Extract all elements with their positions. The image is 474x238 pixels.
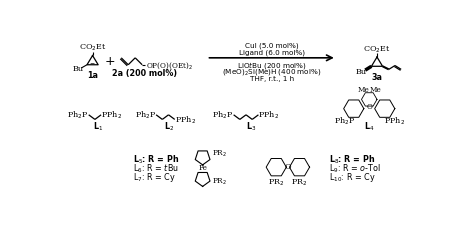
Text: L$_{10}$: R = Cy: L$_{10}$: R = Cy	[329, 171, 375, 184]
Text: Ph$_2$P: Ph$_2$P	[67, 110, 89, 121]
Text: $-$: $-$	[89, 60, 96, 65]
Text: L$_7$: R = Cy: L$_7$: R = Cy	[133, 171, 176, 184]
Text: PR$_2$: PR$_2$	[212, 149, 227, 159]
Text: LiO$t$Bu (200 mol%): LiO$t$Bu (200 mol%)	[237, 60, 307, 71]
Text: Bu: Bu	[356, 69, 367, 76]
Text: 1a: 1a	[87, 71, 98, 80]
Text: L$_3$: L$_3$	[246, 121, 256, 133]
Text: Me: Me	[357, 86, 369, 94]
Text: Ligand (6.0 mol%): Ligand (6.0 mol%)	[238, 49, 305, 56]
Text: PR$_2$: PR$_2$	[291, 177, 308, 188]
Text: OP(O)(OEt)$_2$: OP(O)(OEt)$_2$	[146, 60, 193, 71]
Text: L$_9$: R = $o$-Tol: L$_9$: R = $o$-Tol	[329, 163, 381, 175]
Text: 2a (200 mol%): 2a (200 mol%)	[112, 69, 177, 78]
Text: PPh$_2$: PPh$_2$	[175, 114, 196, 126]
Text: L$_5$: R = Ph: L$_5$: R = Ph	[133, 154, 179, 166]
Text: Ph$_2$P: Ph$_2$P	[212, 110, 234, 121]
Text: PPh$_2$: PPh$_2$	[383, 115, 405, 127]
Text: CO$_2$Et: CO$_2$Et	[79, 43, 106, 53]
Text: CO$_2$Et: CO$_2$Et	[363, 44, 391, 55]
Text: +: +	[105, 55, 116, 68]
Text: L$_1$: L$_1$	[93, 121, 103, 133]
Text: Me: Me	[370, 86, 381, 94]
Text: 3a: 3a	[372, 73, 383, 82]
Text: L$_4$: L$_4$	[364, 121, 374, 133]
Text: PPh$_2$: PPh$_2$	[101, 110, 122, 121]
Text: O: O	[366, 103, 372, 111]
Text: O: O	[284, 163, 291, 171]
Text: Ph$_2$P: Ph$_2$P	[334, 115, 355, 127]
Text: L$_8$: R = Ph: L$_8$: R = Ph	[329, 154, 375, 166]
Text: L$_6$: R = $t$Bu: L$_6$: R = $t$Bu	[133, 163, 179, 175]
Text: Ph$_2$P: Ph$_2$P	[135, 110, 156, 121]
Text: PPh$_2$: PPh$_2$	[258, 110, 280, 121]
Text: CuI (5.0 mol%): CuI (5.0 mol%)	[245, 42, 299, 49]
Text: Bu: Bu	[72, 65, 83, 73]
Text: L$_2$: L$_2$	[164, 121, 174, 133]
Text: PR$_2$: PR$_2$	[268, 177, 284, 188]
Text: PR$_2$: PR$_2$	[212, 177, 227, 187]
Text: (MeO)$_2$Si(Me)H (400 mol%): (MeO)$_2$Si(Me)H (400 mol%)	[222, 67, 321, 77]
Text: THF, r.t., 1 h: THF, r.t., 1 h	[249, 76, 294, 82]
Text: Fe: Fe	[198, 164, 207, 172]
